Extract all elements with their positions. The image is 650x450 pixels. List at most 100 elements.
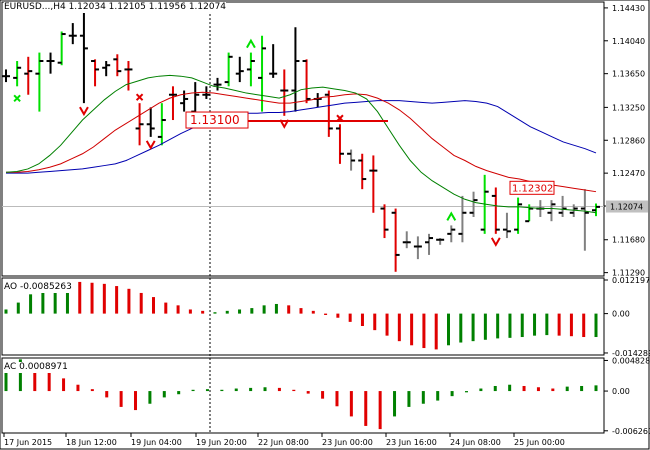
ao-histogram-bar — [348, 313, 352, 322]
ac-histogram-bar — [162, 391, 166, 398]
ao-histogram-bar — [410, 313, 414, 346]
ac-histogram-bar — [364, 391, 368, 426]
ao-histogram-bar — [434, 313, 438, 350]
mid-moving-average-line — [6, 91, 597, 193]
ac-histogram-bar — [234, 388, 238, 392]
ao-histogram-bar — [238, 309, 242, 314]
ao-histogram-bar — [53, 286, 57, 314]
chart-header: EURUSD...,H4 1.12034 1.12105 1.11956 1.1… — [4, 2, 227, 13]
ac-histogram-bar — [580, 385, 584, 392]
ac-histogram-bar — [4, 362, 8, 392]
ao-histogram-bar — [90, 282, 94, 314]
ao-histogram-bar — [311, 310, 315, 314]
ao-histogram-bar — [508, 313, 512, 338]
current-price-tag: 1.12074 — [606, 200, 648, 213]
ao-histogram-bar — [299, 308, 303, 314]
price-tick-label: 1.11680 — [612, 236, 645, 245]
ac-histogram-bar — [306, 391, 310, 394]
ao-histogram-bar — [262, 305, 266, 314]
ac-histogram-bar — [421, 391, 425, 404]
ac-histogram-bar — [277, 387, 281, 392]
price-tick-label: 1.13650 — [612, 70, 645, 79]
ao-histogram-bar — [115, 286, 119, 314]
ao-histogram-bar — [385, 313, 389, 336]
ac-histogram-bar — [393, 391, 397, 417]
ac-histogram-bar — [464, 391, 468, 393]
time-tick-label: 25 Jun 00:00 — [514, 438, 565, 447]
ac-histogram-bar — [177, 391, 181, 395]
ao-histogram-bar — [65, 283, 69, 314]
ac-histogram-bar — [436, 391, 440, 401]
price-box-left-frame — [185, 111, 249, 129]
down-fractal-arrow — [79, 106, 89, 117]
ao-histogram-bar — [545, 313, 549, 336]
price-tick-label: 1.12470 — [612, 169, 645, 178]
ac-histogram-bar — [205, 389, 209, 392]
ao-histogram-bar — [188, 309, 192, 314]
ao-histogram-bar — [582, 313, 586, 338]
time-tick-label: 23 Jun 16:00 — [386, 438, 437, 447]
ao-panel-frame — [1, 277, 605, 356]
price-box-left: 1.13100 — [185, 111, 249, 129]
ac-histogram-bar — [191, 389, 195, 392]
ao-histogram-bar — [274, 303, 278, 314]
ac-histogram-bar — [594, 385, 598, 392]
ac-histogram-bar — [33, 365, 37, 392]
ao-histogram-bar — [78, 281, 82, 314]
ao-histogram-bar — [176, 305, 180, 314]
ao-histogram-bar — [422, 313, 426, 349]
time-tick-label: 19 Jun 04:00 — [131, 438, 182, 447]
ac-histogram-bar — [450, 391, 454, 397]
ac-histogram-bar — [249, 387, 253, 392]
ac-histogram-bar — [479, 388, 483, 392]
time-tick-label: 22 Jun 08:00 — [258, 438, 309, 447]
ao-histogram-bar — [533, 313, 537, 336]
time-tick-label: 24 Jun 08:00 — [450, 438, 501, 447]
ac-tick-label: -0.006267 — [612, 427, 650, 436]
price-box-left-text: 1.13100 — [190, 113, 240, 127]
down-fractal-arrow — [145, 140, 156, 150]
ac-histogram-bar — [119, 391, 123, 407]
ao-histogram-bar — [569, 313, 573, 337]
price-tick-label: 1.13250 — [612, 103, 645, 112]
ac-histogram-bar — [407, 391, 411, 407]
ao-histogram-bar — [16, 302, 20, 314]
price-tick-label: 1.14040 — [612, 37, 645, 46]
ao-histogram-bar — [397, 313, 401, 342]
ac-histogram-bar — [349, 391, 353, 417]
ac-panel-frame — [1, 357, 605, 434]
ac-histogram-bar — [105, 391, 109, 398]
ao-histogram-bar — [213, 312, 217, 314]
ao-histogram-bar — [201, 310, 205, 314]
down-fractal-arrow — [490, 237, 501, 247]
price-tick-label: 1.12860 — [612, 136, 645, 145]
ao-histogram-bar — [496, 313, 500, 339]
ao-histogram-bar — [225, 310, 229, 314]
ao-histogram-bar — [250, 308, 254, 314]
ao-histogram-bar — [459, 313, 463, 343]
ao-histogram-bar — [29, 294, 33, 314]
cross-marker — [13, 94, 21, 103]
ao-indicator-label: AO -0.0085263 — [4, 282, 72, 293]
down-fractal-arrow — [279, 119, 290, 129]
fast-moving-average-line — [5, 74, 597, 214]
ao-tick-label: 0.012197 — [612, 276, 650, 285]
price-tick-label: 1.14430 — [612, 4, 645, 13]
ac-histogram-bar — [292, 389, 296, 392]
ac-histogram-bar — [551, 388, 555, 392]
slow-moving-average-line — [6, 100, 597, 174]
ao-histogram-bar — [287, 305, 291, 314]
time-tick-label: 19 Jun 20:00 — [196, 438, 247, 447]
ao-histogram-bar — [102, 283, 106, 314]
up-fractal-arrow — [246, 38, 256, 49]
ao-histogram-bar — [152, 297, 155, 314]
symbol-label: EURUSD...,H4 — [4, 2, 66, 12]
ac-histogram-bar — [565, 386, 569, 392]
ac-histogram-bar — [90, 389, 94, 392]
time-tick-label: 18 Jun 12:00 — [66, 438, 117, 447]
ac-histogram-bar — [134, 391, 138, 411]
time-tick-label: 23 Jun 00:00 — [322, 438, 373, 447]
